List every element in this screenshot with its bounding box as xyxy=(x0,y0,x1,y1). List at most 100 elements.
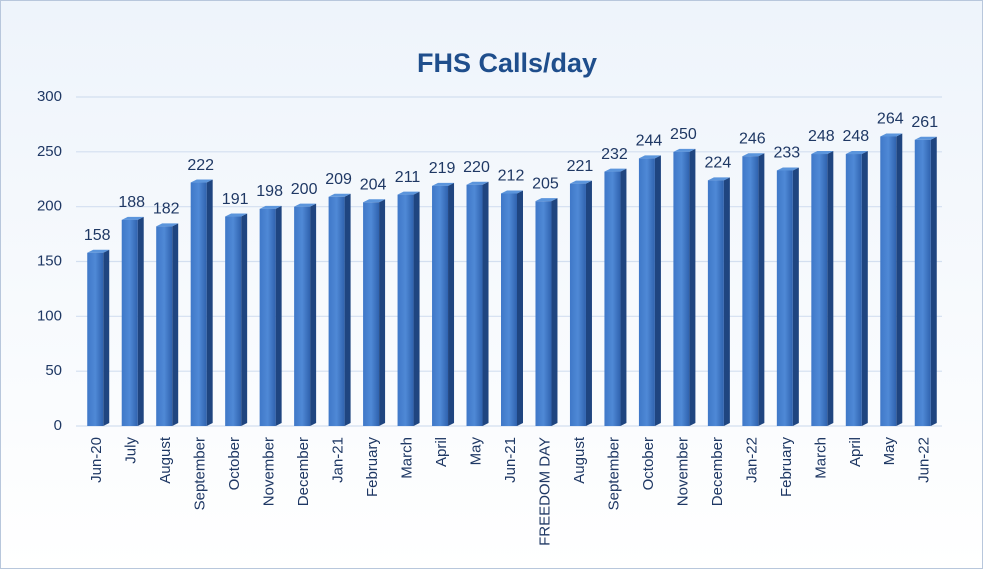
bar xyxy=(432,185,449,426)
bar xyxy=(259,208,276,426)
y-tick-label: 100 xyxy=(37,307,62,324)
data-label: 246 xyxy=(739,130,766,147)
data-label: 198 xyxy=(256,183,283,200)
x-tick-label: FREEDOM DAY xyxy=(536,437,553,546)
x-tick-label: July xyxy=(123,437,140,464)
data-label: 204 xyxy=(360,176,387,193)
bar xyxy=(121,219,138,426)
bar-top xyxy=(87,249,110,253)
bar-top xyxy=(156,223,179,227)
data-label: 232 xyxy=(601,146,628,163)
data-label: 205 xyxy=(532,175,559,192)
bar-top xyxy=(604,168,627,172)
bar-top xyxy=(466,181,489,185)
data-label: 209 xyxy=(325,171,352,188)
bar-top xyxy=(294,203,317,207)
bar xyxy=(569,183,586,426)
bar-top xyxy=(707,177,730,181)
data-label: 220 xyxy=(463,159,490,176)
bar-side xyxy=(551,198,558,426)
y-tick-label: 200 xyxy=(37,198,62,215)
x-tick-label: February xyxy=(364,437,381,498)
bar-side xyxy=(172,223,179,426)
bar-side xyxy=(585,180,592,426)
data-label: 200 xyxy=(291,181,318,198)
x-tick-label: Jun-20 xyxy=(88,437,105,483)
bar xyxy=(501,193,517,426)
bar-top xyxy=(363,199,386,203)
bar-side xyxy=(448,182,455,426)
bar-top xyxy=(811,151,834,155)
bar-side xyxy=(861,151,868,426)
bar xyxy=(880,136,897,427)
bar xyxy=(776,170,793,426)
data-label: 248 xyxy=(842,128,869,145)
bar-top xyxy=(501,190,523,194)
data-label: 211 xyxy=(395,169,421,186)
bar-top xyxy=(432,182,455,186)
x-tick-label: May xyxy=(881,437,898,466)
bar-side xyxy=(689,148,696,427)
bar xyxy=(673,151,690,427)
bar-top xyxy=(880,133,903,137)
bar xyxy=(363,202,380,426)
chart-title: FHS Calls/day xyxy=(417,48,597,78)
x-tick-label: August xyxy=(571,436,588,484)
data-label: 250 xyxy=(670,126,697,143)
bar-side xyxy=(758,153,765,426)
y-tick-label: 150 xyxy=(37,252,62,269)
bar-top xyxy=(845,151,868,155)
bar-top xyxy=(776,167,799,171)
bar-side xyxy=(482,181,489,426)
x-tick-label: October xyxy=(640,437,657,490)
x-tick-label: March xyxy=(812,437,829,479)
bar-side xyxy=(310,203,317,426)
bar-side xyxy=(344,193,351,426)
bar-top xyxy=(673,148,696,152)
bar-top xyxy=(225,213,248,217)
x-tick-label: Jun-22 xyxy=(916,437,933,483)
bar xyxy=(294,206,311,426)
x-tick-label: April xyxy=(433,437,450,467)
bar-top xyxy=(328,193,351,197)
data-label: 222 xyxy=(187,157,214,174)
bar-side xyxy=(206,179,213,426)
bar xyxy=(328,196,345,426)
data-label: 212 xyxy=(498,168,525,185)
bar xyxy=(397,194,414,426)
y-tick-label: 0 xyxy=(54,417,62,434)
bar xyxy=(638,158,655,426)
data-label: 188 xyxy=(118,194,145,211)
x-tick-label: October xyxy=(226,437,243,490)
bar-side xyxy=(137,216,144,426)
x-tick-label: September xyxy=(605,437,622,510)
bar-top xyxy=(121,216,144,220)
bar-top xyxy=(259,205,282,209)
bar-top xyxy=(535,198,558,202)
bar xyxy=(811,154,828,426)
bar xyxy=(156,226,173,426)
data-label: 244 xyxy=(636,133,663,150)
x-tick-label: December xyxy=(709,437,726,506)
bar-top xyxy=(569,180,592,184)
bar-side xyxy=(517,190,523,426)
x-tick-label: September xyxy=(192,437,209,510)
bar-side xyxy=(275,205,282,426)
data-label: 261 xyxy=(911,114,938,131)
bar xyxy=(535,201,552,426)
x-tick-label: Jan-22 xyxy=(743,437,760,483)
x-tick-label: April xyxy=(847,437,864,467)
bar xyxy=(742,156,759,426)
y-tick-label: 250 xyxy=(37,143,62,160)
data-label: 221 xyxy=(567,158,594,175)
x-tick-label: Jan-21 xyxy=(330,437,347,483)
bar-side xyxy=(827,151,834,426)
x-tick-label: December xyxy=(295,437,312,506)
data-label: 248 xyxy=(808,128,835,145)
x-tick-label: Jun-21 xyxy=(502,437,519,483)
bar xyxy=(604,171,621,426)
bar-side xyxy=(930,136,937,426)
bar-side xyxy=(620,168,627,426)
